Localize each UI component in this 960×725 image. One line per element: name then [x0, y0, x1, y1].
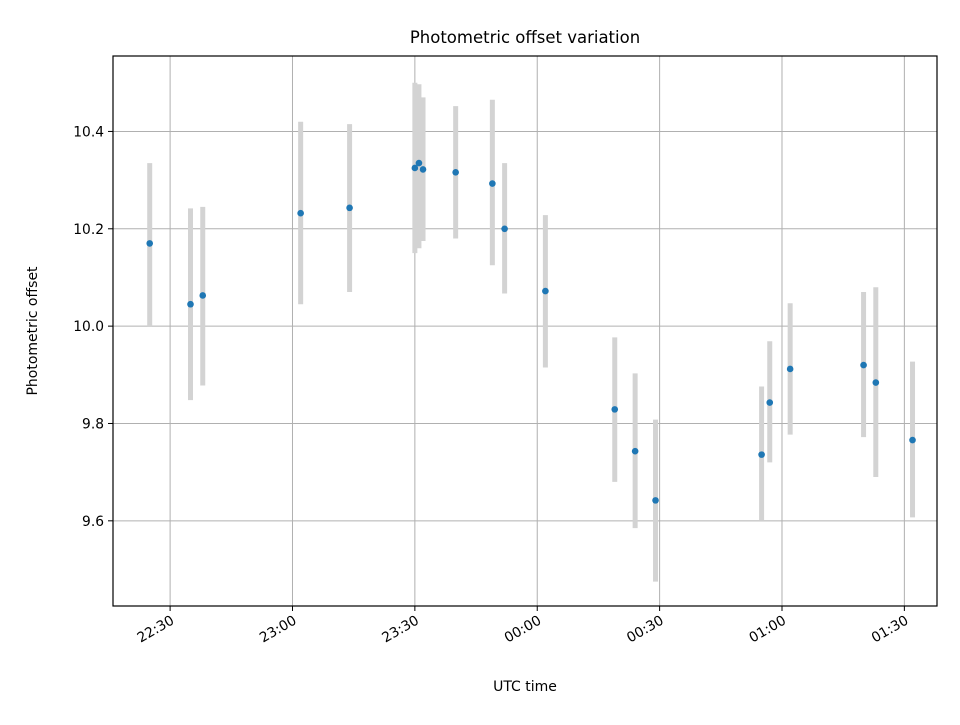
- data-point: [199, 292, 207, 299]
- x-tick-label: 22:30: [135, 613, 177, 647]
- x-axis-label: UTC time: [493, 679, 557, 695]
- data-point: [860, 361, 867, 369]
- x-tick-label: 23:00: [257, 613, 299, 647]
- data-point: [489, 180, 496, 187]
- data-point: [652, 497, 659, 504]
- data-point: [909, 436, 916, 444]
- data-point: [346, 204, 353, 212]
- data-point: [766, 399, 774, 406]
- data-point: [187, 300, 194, 308]
- data-point: [146, 240, 154, 247]
- y-tick-label: 10.0: [73, 319, 104, 335]
- data-points: [146, 159, 916, 504]
- data-point: [758, 451, 765, 458]
- x-tick-label: 01:00: [747, 613, 789, 647]
- x-tick-label: 00:00: [502, 613, 544, 647]
- data-point: [872, 379, 880, 386]
- y-tick-label: 9.8: [82, 416, 104, 432]
- data-point: [542, 287, 549, 295]
- y-tick-label: 10.4: [73, 124, 104, 140]
- data-point: [297, 209, 304, 217]
- chart-title: Photometric offset variation: [410, 28, 640, 47]
- x-axis-ticks: 22:30 23:00 23:30 00:00 00:30 01:00 01:30: [135, 606, 911, 647]
- data-point: [419, 166, 427, 173]
- x-tick-label: 00:30: [624, 613, 666, 647]
- x-tick-label: 23:30: [379, 613, 421, 647]
- data-point: [501, 225, 508, 233]
- plot-frame: [112, 55, 938, 607]
- y-tick-label: 9.6: [82, 514, 104, 530]
- y-axis-ticks: 9.6 9.8 10.0 10.2 10.4: [73, 124, 113, 530]
- data-point: [452, 169, 459, 176]
- data-point: [411, 164, 419, 172]
- y-axis-label: Photometric offset: [25, 266, 41, 396]
- error-bars: [147, 82, 916, 582]
- data-point: [415, 159, 423, 167]
- data-point: [786, 365, 794, 373]
- data-point: [611, 406, 619, 413]
- data-point: [631, 447, 639, 455]
- x-tick-label: 01:30: [869, 613, 911, 647]
- y-tick-label: 10.2: [73, 222, 104, 238]
- grid-lines: [113, 56, 937, 606]
